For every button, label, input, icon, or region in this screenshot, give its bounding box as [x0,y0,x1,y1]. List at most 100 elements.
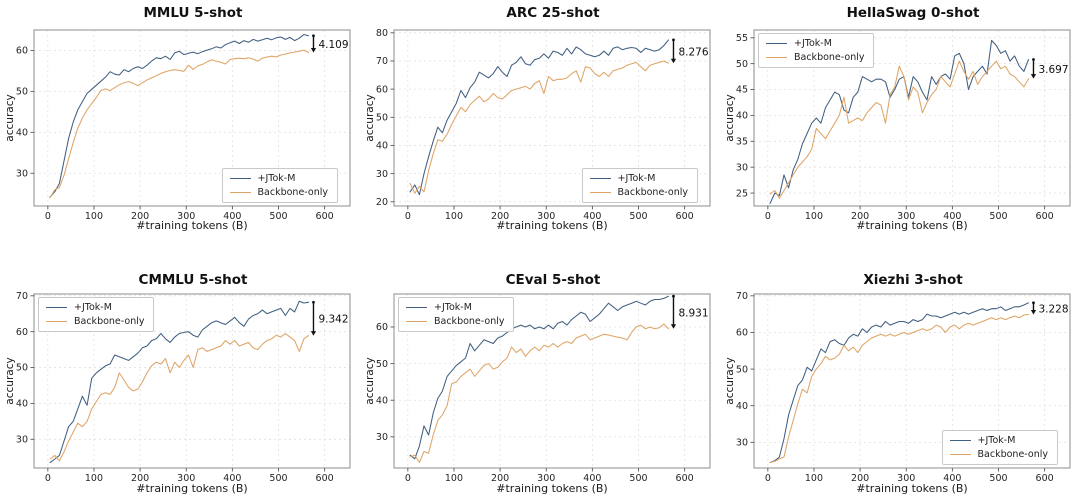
chart-xiezhi: Xiezhi 3-shot accuracy 0 100 200 300 400 500 6… [720,250,1080,500]
svg-text:60: 60 [16,46,28,57]
svg-text:55: 55 [736,33,748,44]
svg-text:35: 35 [736,136,748,147]
svg-text:200: 200 [851,473,869,484]
svg-text:300: 300 [177,473,195,484]
svg-text:40: 40 [736,111,748,122]
svg-text:600: 600 [676,473,694,484]
legend-item-jtok: +JTok-M [766,38,864,49]
x-axis-label: #training tokens (B) [496,219,608,232]
legend-label-jtok: +JTok-M [794,38,832,49]
svg-text:70: 70 [736,291,748,302]
chart-title: CMMLU 5-shot [138,272,248,288]
svg-text:400: 400 [583,211,601,222]
svg-text:60: 60 [376,84,388,95]
chart-title: Xiezhi 3-shot [863,272,963,288]
chart-ceval: CEval 5-shot accuracy 0 100 200 300 400 500 60… [360,250,720,500]
svg-text:400: 400 [943,473,961,484]
svg-text:500: 500 [629,473,647,484]
svg-text:80: 80 [376,28,388,39]
svg-text:200: 200 [131,473,149,484]
svg-text:0: 0 [405,211,411,222]
backbone-line-swatch [406,321,427,322]
backbone-line-swatch [949,454,971,455]
svg-text:100: 100 [805,211,823,222]
svg-text:50: 50 [736,59,748,70]
chart-title: ARC 25-shot [506,5,600,21]
svg-text:500: 500 [629,211,647,222]
plot-area: 0 100 200 300 400 500 600 30 40 50 60 8.931 [376,293,711,484]
x-axis-label: #training tokens (B) [856,219,968,232]
svg-text:30: 30 [736,162,748,173]
svg-text:600: 600 [1036,473,1054,484]
svg-text:25: 25 [736,188,748,199]
legend-item-backbone: Backbone-only [46,316,144,327]
backbone-line-swatch [766,57,787,58]
legend-label-backbone: Backbone-only [434,316,505,327]
legend-item-jtok: +JTok-M [46,302,144,313]
svg-text:200: 200 [491,211,509,222]
svg-text:500: 500 [269,473,287,484]
svg-text:500: 500 [269,211,287,222]
legend-item-jtok: +JTok-M [229,173,328,184]
chart-title: HellaSwag 0-shot [846,5,980,21]
svg-text:60: 60 [736,328,748,339]
svg-text:20: 20 [376,197,388,208]
svg-text:0: 0 [45,211,51,222]
svg-text:50: 50 [736,364,748,375]
svg-text:200: 200 [851,211,869,222]
svg-text:400: 400 [223,211,241,222]
svg-text:200: 200 [131,211,149,222]
x-axis-label: #training tokens (B) [136,219,248,232]
legend-item-backbone: Backbone-only [949,449,1048,460]
svg-text:3.228: 3.228 [1038,303,1068,315]
svg-text:50: 50 [376,359,388,370]
jtok-line-swatch [589,178,611,179]
svg-text:300: 300 [897,473,915,484]
svg-text:30: 30 [16,434,28,445]
svg-text:100: 100 [85,211,103,222]
svg-text:40: 40 [16,399,28,410]
legend-label-jtok: +JTok-M [617,173,656,184]
svg-text:300: 300 [537,473,555,484]
legend: +JTok-M Backbone-only [581,168,698,203]
plot-area: 0 100 200 300 400 500 600 30 40 50 60 70 9.342 [16,291,351,484]
svg-text:30: 30 [736,438,748,449]
svg-text:100: 100 [85,473,103,484]
svg-text:100: 100 [445,473,463,484]
svg-text:3.697: 3.697 [1038,64,1068,76]
svg-text:50: 50 [16,87,28,98]
legend-label-backbone: Backbone-only [617,187,688,198]
svg-text:0: 0 [765,211,771,222]
svg-text:400: 400 [583,473,601,484]
svg-text:70: 70 [376,56,388,67]
svg-text:300: 300 [897,211,915,222]
svg-text:300: 300 [177,211,195,222]
svg-text:0: 0 [765,473,771,484]
svg-text:8.931: 8.931 [678,307,708,319]
svg-text:40: 40 [16,128,28,139]
legend-label-jtok: +JTok-M [257,173,296,184]
svg-text:60: 60 [16,327,28,338]
svg-text:0: 0 [405,473,411,484]
svg-text:60: 60 [376,322,388,333]
svg-text:200: 200 [491,473,509,484]
svg-text:600: 600 [316,473,334,484]
plot-area: 0 100 200 300 400 500 600 25 30 35 40 45 50 55 3.697 [736,29,1071,222]
legend: +JTok-M Backbone-only [221,168,338,203]
svg-text:0: 0 [45,473,51,484]
chart-arc: ARC 25-shot accuracy 0 100 200 300 400 500 600… [360,0,720,250]
legend: +JTok-M Backbone-only [941,430,1058,465]
svg-text:600: 600 [1036,211,1054,222]
svg-text:500: 500 [989,211,1007,222]
svg-text:30: 30 [376,169,388,180]
svg-text:100: 100 [805,473,823,484]
svg-text:40: 40 [376,141,388,152]
legend-item-backbone: Backbone-only [406,316,504,327]
backbone-line-swatch [229,192,251,193]
svg-text:9.342: 9.342 [318,314,348,326]
x-axis-label: #training tokens (B) [136,482,248,495]
jtok-line-swatch [229,178,251,179]
svg-text:45: 45 [736,85,748,96]
legend-label-backbone: Backbone-only [257,187,328,198]
